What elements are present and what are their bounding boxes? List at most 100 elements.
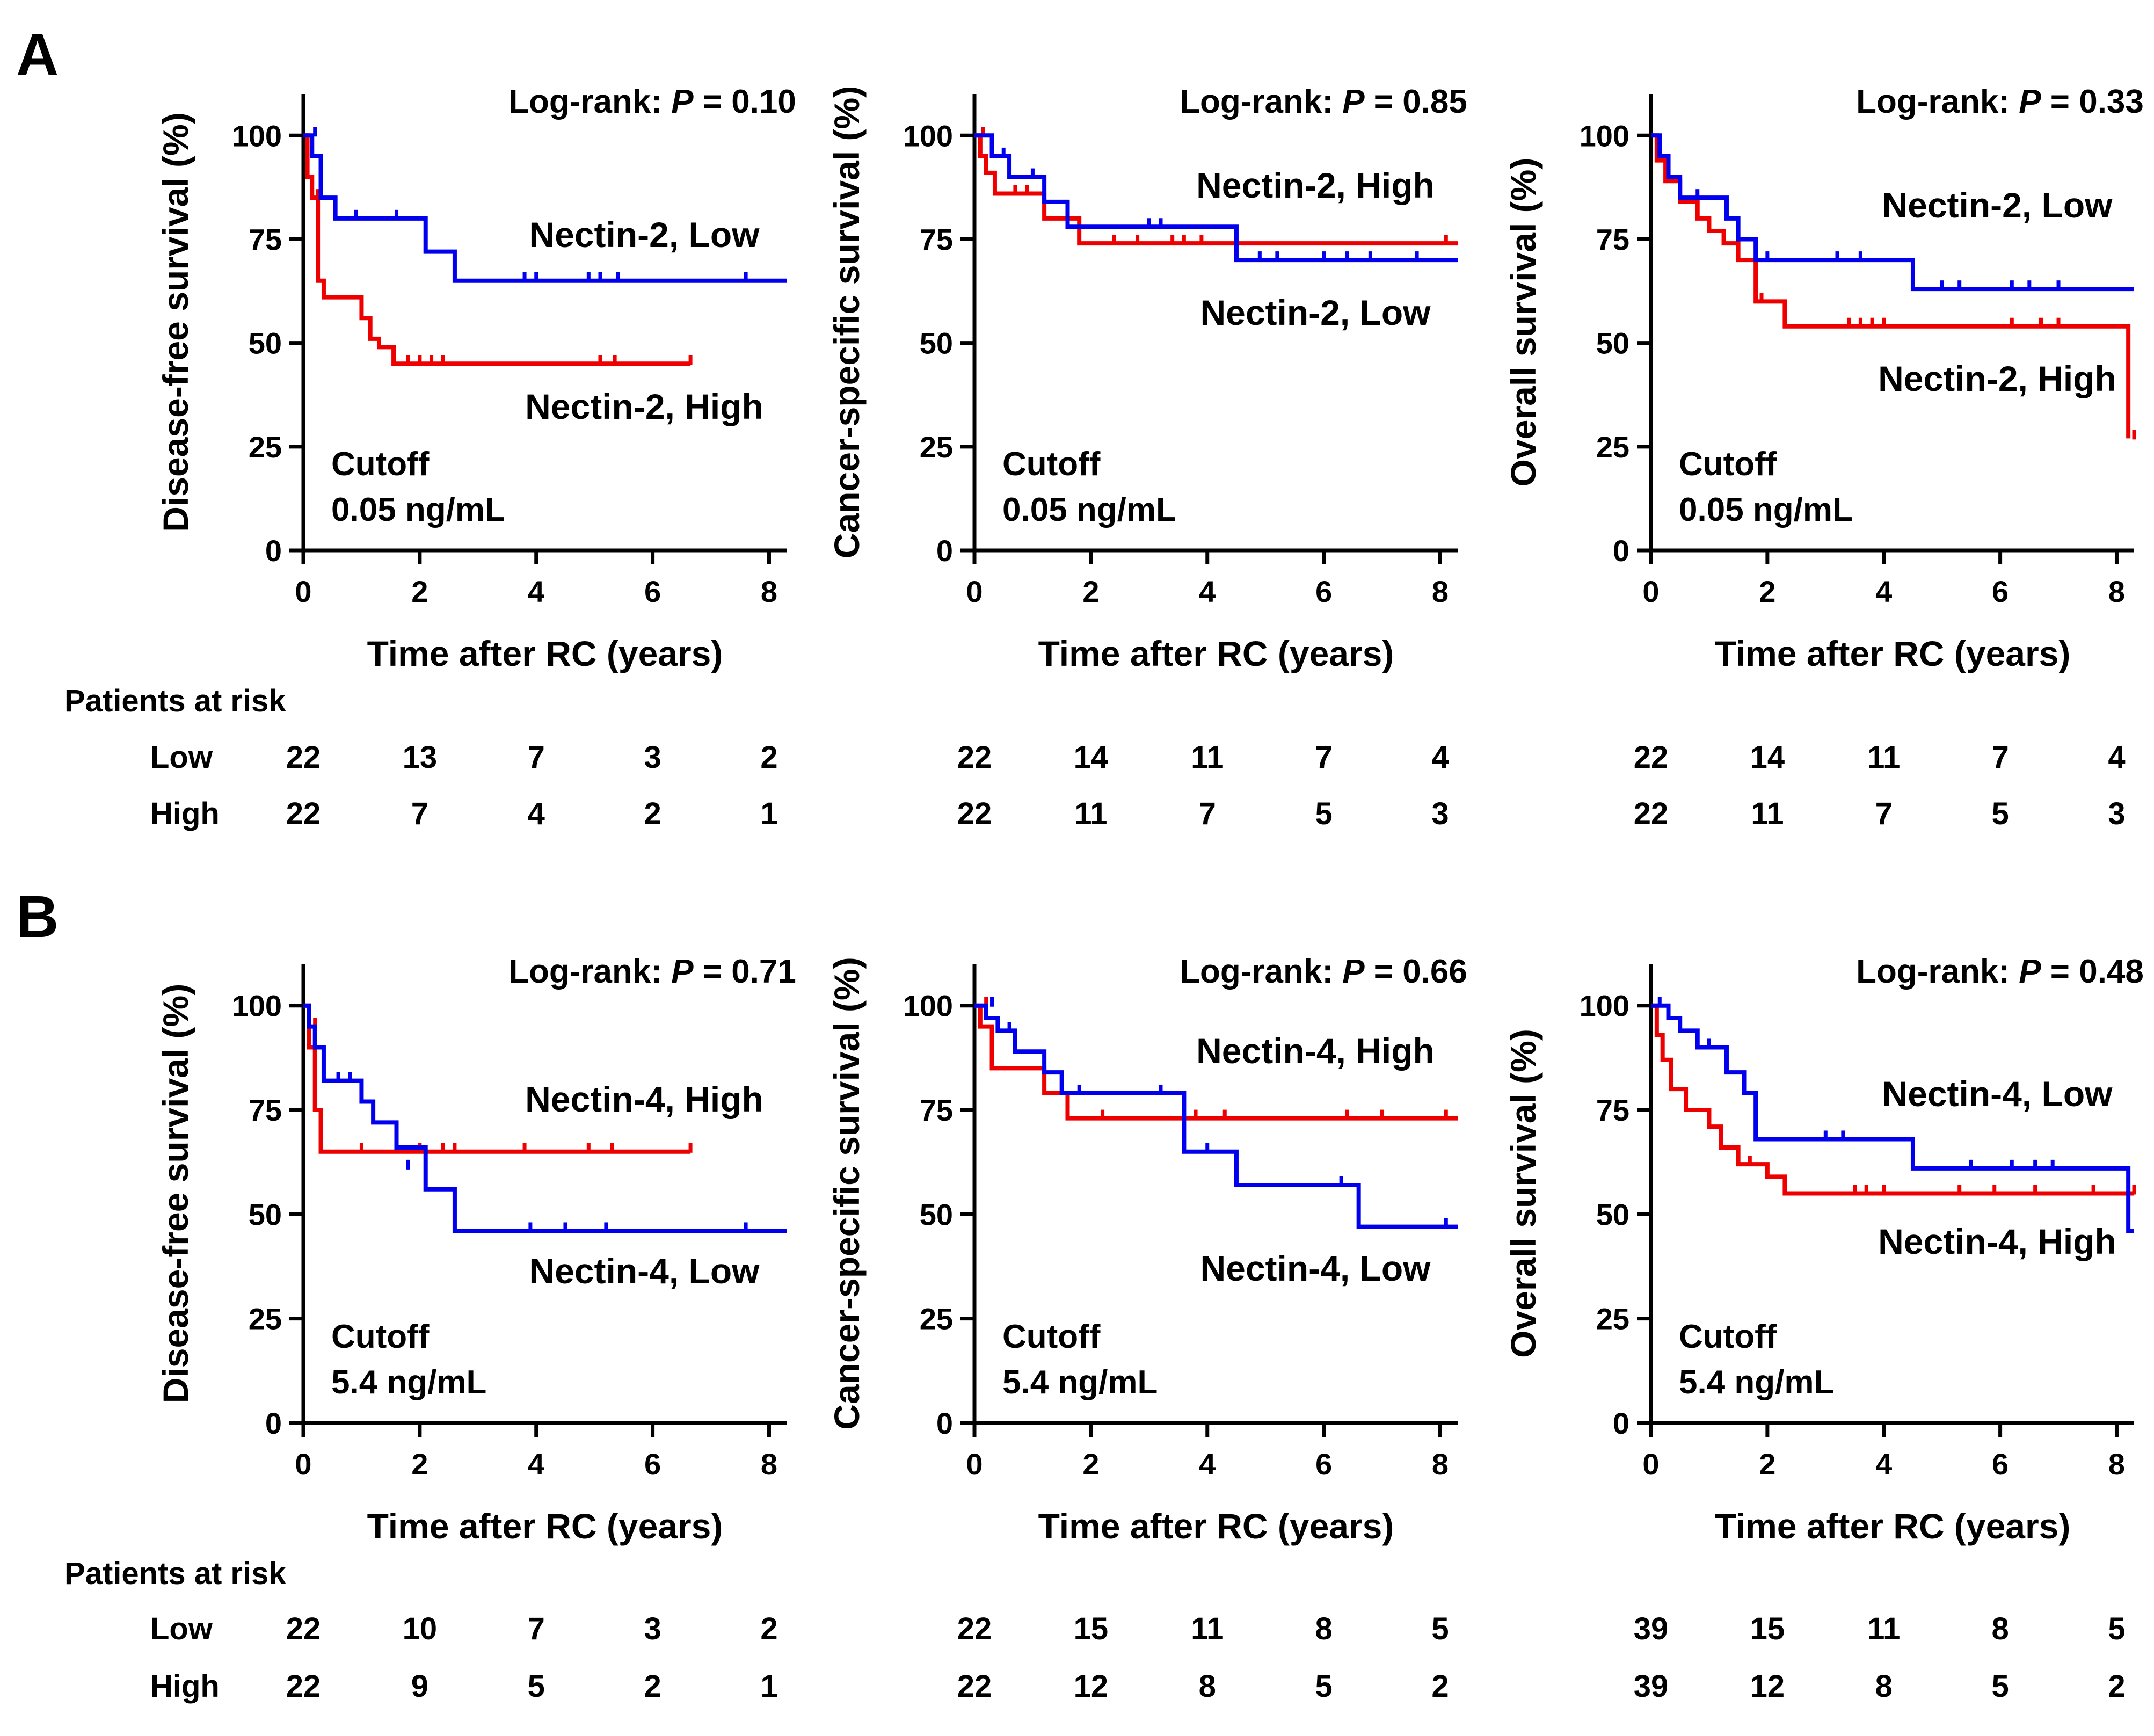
risk-row-label-low: Low (150, 740, 213, 775)
logrank-p-symbol: P (2019, 953, 2041, 990)
risk-low-value: 7 (1991, 740, 2009, 775)
risk-low-value: 15 (1074, 1611, 1109, 1646)
risk-high-value: 3 (1431, 796, 1449, 831)
x-axis-title: Time after RC (years) (367, 634, 723, 673)
survival-curve-low (974, 133, 1458, 263)
risk-high-value: 22 (1634, 796, 1669, 831)
risk-high-value: 12 (1750, 1669, 1785, 1704)
survival-curve-high (303, 133, 691, 366)
risk-low-value: 11 (1867, 740, 1900, 775)
x-tick-label: 8 (761, 1447, 777, 1481)
logrank-p-value: = 0.48 (2041, 953, 2144, 990)
y-axis-title: Cancer-specific survival (%) (827, 86, 867, 558)
y-tick-label: 25 (920, 1302, 953, 1336)
y-tick-label: 75 (249, 222, 282, 256)
survival-curve-low (303, 1003, 787, 1233)
survival-curve-high (974, 133, 1458, 246)
risk-low-value: 7 (528, 1611, 545, 1646)
patients-at-risk-header: Patients at risk (64, 1556, 286, 1591)
risk-high-value: 11 (1074, 796, 1107, 831)
logrank-p-symbol: P (1342, 83, 1365, 120)
y-tick-label: 100 (232, 989, 282, 1023)
x-tick-label: 4 (528, 575, 544, 608)
patients-at-risk-header: Patients at risk (64, 684, 286, 718)
risk-high-value: 1 (760, 1669, 777, 1704)
y-tick-label: 100 (1580, 989, 1629, 1023)
y-tick-label: 25 (249, 1302, 282, 1336)
risk-high-value: 22 (286, 796, 321, 831)
risk-low-value: 22 (957, 740, 992, 775)
risk-low-value: 22 (286, 740, 321, 775)
logrank-p-symbol: P (671, 953, 694, 990)
legend-label-low: Nectin-2, Low (1882, 185, 2113, 225)
panel-letter-B: B (16, 884, 59, 950)
y-tick-label: 0 (936, 1406, 953, 1440)
y-tick-label: 75 (1596, 1093, 1629, 1127)
risk-low-value: 2 (760, 740, 777, 775)
y-tick-label: 100 (1580, 119, 1629, 152)
logrank-prefix: Log-rank: (1180, 83, 1342, 120)
cutoff-label: Cutoff (1002, 446, 1101, 483)
logrank-annotation: Log-rank: P = 0.66 (1180, 953, 1467, 990)
risk-high-value: 4 (528, 796, 545, 831)
x-tick-label: 4 (528, 1447, 544, 1481)
logrank-annotation: Log-rank: P = 0.10 (508, 83, 796, 120)
y-tick-label: 100 (903, 119, 953, 152)
x-axis-title: Time after RC (years) (1715, 1506, 2071, 1546)
risk-high-value: 5 (528, 1669, 545, 1704)
x-tick-label: 0 (1642, 1447, 1659, 1481)
x-tick-label: 6 (1315, 1447, 1332, 1481)
risk-row-label-low: Low (150, 1611, 213, 1646)
x-tick-label: 0 (1642, 575, 1659, 608)
risk-high-value: 22 (957, 796, 992, 831)
cutoff-value: 5.4 ng/mL (1002, 1364, 1158, 1401)
survival-curve-low (1651, 133, 2134, 292)
risk-high-value: 22 (957, 1669, 992, 1704)
panel-letter-A: A (16, 22, 59, 88)
x-tick-label: 0 (295, 575, 311, 608)
risk-low-value: 4 (1431, 740, 1449, 775)
cutoff-label: Cutoff (1679, 1318, 1777, 1355)
survival-curve-low (303, 133, 787, 283)
y-tick-label: 0 (1613, 534, 1629, 568)
survival-curve-high (1651, 1003, 2134, 1196)
risk-high-value: 5 (1991, 796, 2009, 831)
legend-label-high: Nectin-4, High (1196, 1031, 1435, 1071)
legend-label-low: Nectin-2, Low (529, 215, 760, 255)
y-tick-label: 50 (1596, 326, 1629, 360)
risk-row-label-high: High (150, 796, 220, 831)
risk-row-label-high: High (150, 1669, 220, 1704)
logrank-prefix: Log-rank: (1856, 83, 2019, 120)
risk-low-value: 3 (644, 740, 661, 775)
risk-high-value: 2 (1431, 1669, 1449, 1704)
x-tick-label: 0 (966, 575, 983, 608)
y-tick-label: 75 (249, 1093, 282, 1127)
risk-high-value: 2 (644, 1669, 661, 1704)
risk-low-value: 15 (1750, 1611, 1785, 1646)
x-tick-label: 8 (2108, 575, 2125, 608)
risk-low-value: 22 (286, 1611, 321, 1646)
cutoff-label: Cutoff (331, 446, 430, 483)
risk-low-value: 5 (1431, 1611, 1449, 1646)
cutoff-value: 5.4 ng/mL (1679, 1364, 1834, 1401)
x-tick-label: 2 (1759, 1447, 1775, 1481)
y-tick-label: 25 (1596, 430, 1629, 464)
risk-high-value: 3 (2108, 796, 2125, 831)
survival-curve-high (1651, 133, 2131, 439)
x-tick-label: 2 (411, 1447, 428, 1481)
y-axis-title: Overall survival (%) (1503, 1029, 1543, 1358)
cutoff-value: 0.05 ng/mL (1002, 491, 1176, 528)
legend-label-high: Nectin-4, High (1878, 1222, 2116, 1261)
risk-high-value: 8 (1875, 1669, 1893, 1704)
y-tick-label: 0 (1613, 1406, 1629, 1440)
logrank-p-symbol: P (2019, 83, 2041, 120)
risk-low-value: 3 (644, 1611, 661, 1646)
risk-high-value: 2 (2108, 1669, 2125, 1704)
survival-curve-low (974, 1003, 1458, 1229)
logrank-prefix: Log-rank: (508, 83, 671, 120)
x-tick-label: 8 (1432, 575, 1449, 608)
